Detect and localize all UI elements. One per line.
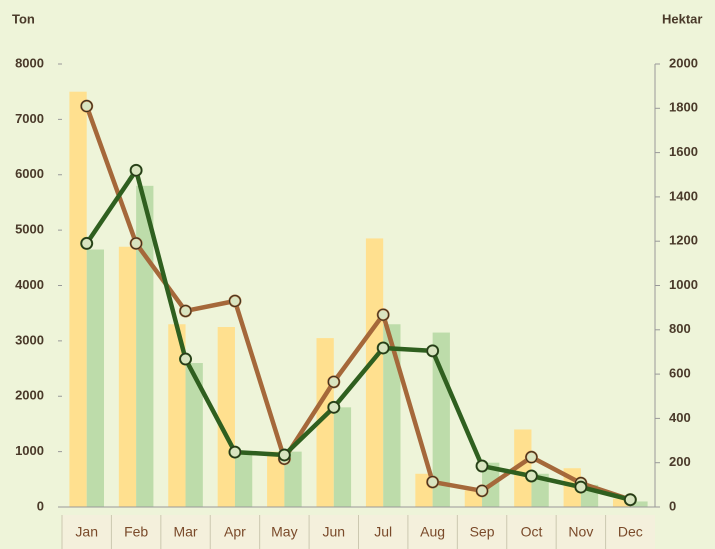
marker-ring (327, 401, 340, 414)
bar (531, 473, 549, 507)
y2-tick-label: 200 (669, 454, 691, 469)
line (84, 168, 631, 502)
bar (217, 327, 235, 507)
bar (168, 324, 186, 507)
bar (284, 451, 302, 507)
y-tick-label: 8000 (15, 55, 44, 70)
y-tick-label: 6000 (15, 166, 44, 181)
y2-tick-label: 1200 (669, 233, 698, 248)
bar (136, 185, 154, 507)
y2-tick-label: 1800 (669, 100, 698, 115)
marker-ring (80, 100, 93, 112)
marker-ring (624, 493, 637, 506)
y2-tick-label: 1000 (669, 277, 698, 292)
y2-tick-label: 400 (669, 410, 691, 425)
y2-tick-label: 0 (669, 498, 676, 513)
y-tick-label: 0 (37, 498, 44, 513)
y-axis-label: Ton (12, 11, 35, 26)
marker-ring (130, 237, 143, 250)
marker-ring (574, 481, 587, 493)
y2-tick-label: 2000 (669, 55, 698, 70)
x-tick-label: Dec (618, 524, 643, 540)
marker-ring (525, 470, 538, 482)
bar (69, 91, 87, 507)
y-tick-label: 4000 (15, 277, 44, 292)
x-tick-label: Apr (224, 524, 246, 540)
marker-ring (278, 449, 291, 461)
x-tick-label: Nov (568, 524, 593, 540)
marker-ring (476, 484, 488, 497)
x-tick-label: May (271, 524, 297, 540)
y-tick-label: 2000 (15, 388, 44, 403)
marker-ring (179, 353, 192, 365)
marker-ring (426, 476, 439, 488)
x-tick-label: Jul (374, 524, 392, 540)
marker-ring (476, 460, 488, 472)
bar (365, 238, 384, 507)
y-tick-label: 3000 (15, 332, 44, 347)
bar (86, 249, 105, 507)
marker-ring (80, 237, 93, 250)
marker-ring (229, 446, 241, 458)
bar (118, 246, 137, 508)
x-tick-label: Feb (124, 524, 148, 540)
bar (612, 498, 631, 507)
x-tick-label: Jan (75, 524, 98, 540)
bar (630, 501, 648, 507)
marker-ring (179, 305, 192, 317)
x-tick-label: Mar (173, 524, 197, 540)
y-tick-label: 5000 (15, 222, 44, 237)
marker-ring (377, 308, 390, 321)
bar (185, 363, 203, 507)
x-tick-label: Sep (470, 524, 495, 540)
line (84, 105, 632, 502)
x-tick-label: Oct (521, 524, 543, 540)
y-tick-label: 1000 (15, 443, 44, 458)
bar (383, 324, 401, 507)
marker-ring (525, 451, 538, 464)
marker-ring (130, 164, 143, 177)
marker-ring (377, 342, 390, 354)
y2-tick-label: 1400 (669, 188, 698, 203)
marker-ring (229, 295, 241, 307)
marker-ring (327, 375, 340, 388)
marker-ring (426, 344, 439, 357)
y-tick-label: 7000 (15, 111, 44, 126)
x-axis-labels: Jan Feb Mar Apr May Jun Jul Aug Sep Oct Nov Dec (61, 515, 655, 549)
bar (234, 451, 253, 507)
x-tick-label: Jun (323, 524, 346, 540)
x-tick-label: Aug (420, 524, 445, 540)
y2-axis-label: Hektar (662, 11, 702, 26)
y2-tick-label: 1600 (669, 144, 698, 159)
bar (514, 429, 532, 507)
y2-tick-label: 800 (669, 321, 691, 336)
bar (333, 407, 352, 507)
y2-tick-label: 600 (669, 366, 691, 381)
bar (267, 451, 285, 507)
